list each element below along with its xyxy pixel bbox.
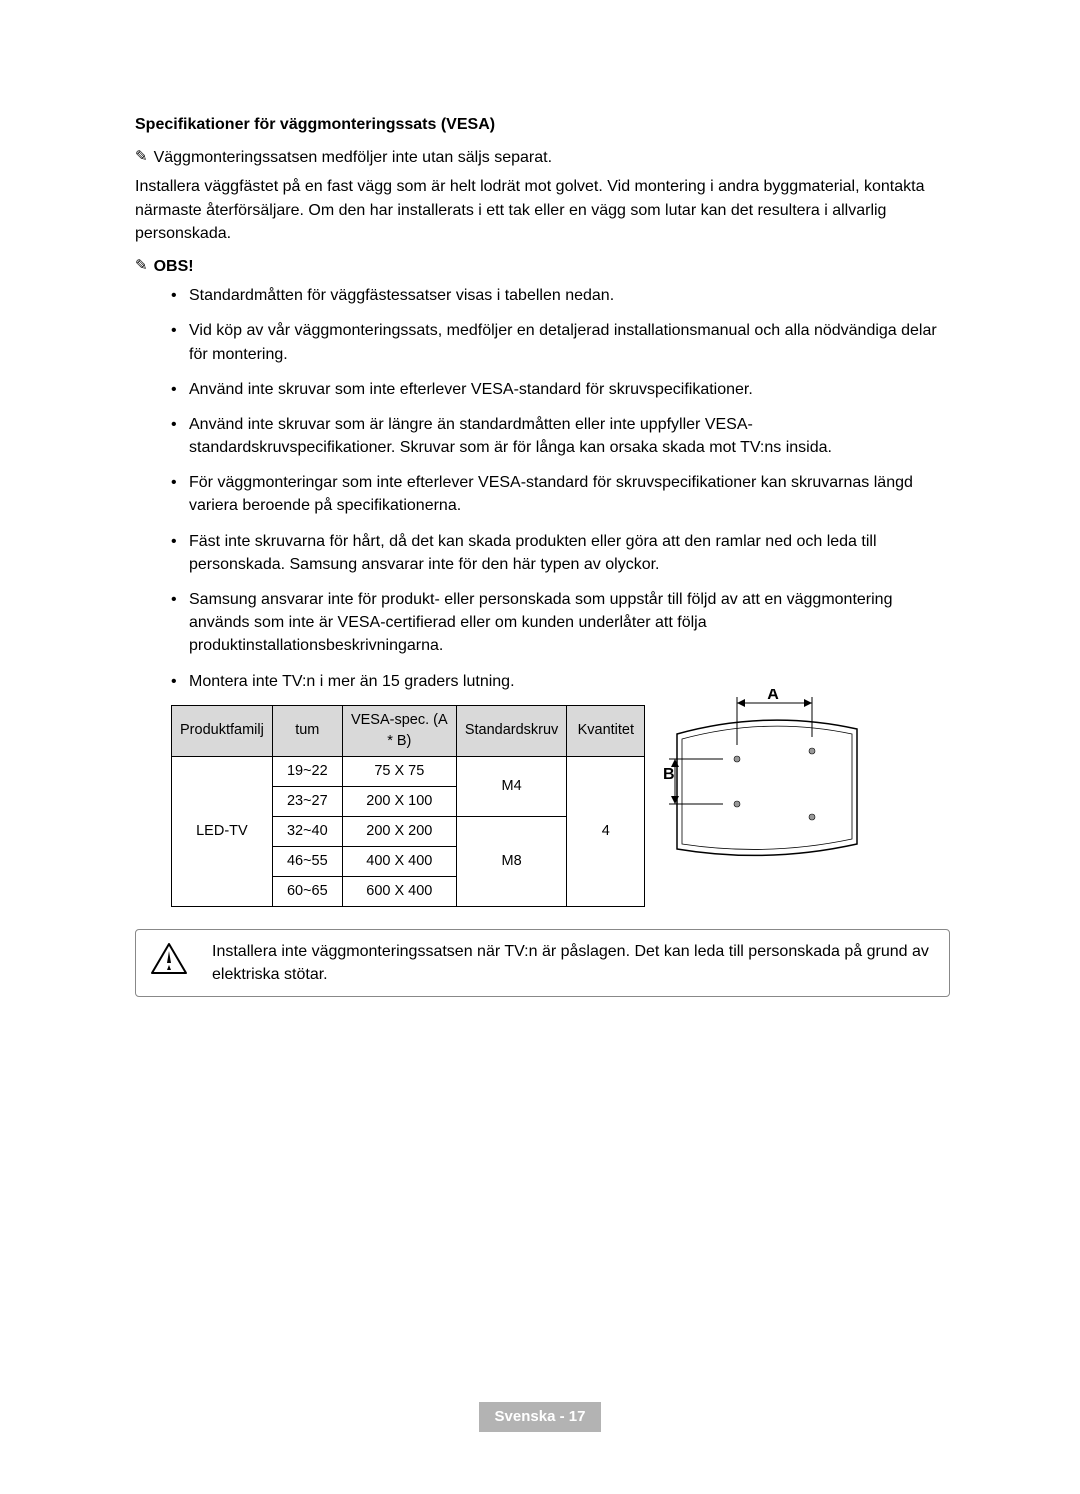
cell-screw-m8: M8	[456, 816, 567, 906]
cell-qty: 4	[567, 756, 645, 906]
note-icon: ✎	[135, 255, 148, 276]
note-text-1: Väggmonteringssatsen medföljer inte utan…	[154, 146, 552, 169]
bullet-item: Fäst inte skruvarna för hårt, då det kan…	[171, 530, 950, 576]
cell-screw-m4: M4	[456, 756, 567, 816]
cell-family: LED-TV	[172, 756, 273, 906]
bullet-item: Använd inte skruvar som är längre än sta…	[171, 413, 950, 459]
bullet-list: Standardmåtten för väggfästessatser visa…	[135, 284, 950, 693]
bullet-item: För väggmonteringar som inte efterlever …	[171, 471, 950, 517]
footer-sep: -	[555, 1408, 568, 1425]
th-qty: Kvantitet	[567, 705, 645, 756]
cell-vesa: 600 X 400	[342, 876, 456, 906]
bullet-item: Samsung ansvarar inte för produkt- eller…	[171, 588, 950, 658]
obs-line: ✎ OBS!	[135, 255, 950, 278]
th-family: Produktfamilj	[172, 705, 273, 756]
bullet-item: Använd inte skruvar som inte efterlever …	[171, 378, 950, 401]
th-screw: Standardskruv	[456, 705, 567, 756]
cell-inch: 32~40	[272, 816, 342, 846]
bullet-item: Montera inte TV:n i mer än 15 graders lu…	[171, 670, 950, 693]
warning-box: Installera inte väggmonteringssatsen när…	[135, 929, 950, 997]
page-footer: Svenska - 17	[0, 1402, 1080, 1432]
cell-vesa: 75 X 75	[342, 756, 456, 786]
cell-inch: 46~55	[272, 846, 342, 876]
cell-vesa: 400 X 400	[342, 846, 456, 876]
cell-vesa: 200 X 200	[342, 816, 456, 846]
section-title: Specifikationer för väggmonteringssats (…	[135, 113, 950, 136]
th-inch: tum	[272, 705, 342, 756]
note-icon: ✎	[135, 146, 148, 167]
cell-inch: 60~65	[272, 876, 342, 906]
footer-page: 17	[569, 1408, 586, 1425]
bullet-item: Standardmåtten för väggfästessatser visa…	[171, 284, 950, 307]
footer-lang: Svenska	[495, 1408, 556, 1425]
tv-diagram: A B	[657, 689, 877, 876]
th-vesa: VESA-spec. (A * B)	[342, 705, 456, 756]
obs-label: OBS!	[154, 255, 194, 278]
bullet-item: Vid köp av vår väggmonteringssats, medfö…	[171, 319, 950, 365]
warning-text: Installera inte väggmonteringssatsen när…	[212, 940, 935, 986]
cell-vesa: 200 X 100	[342, 786, 456, 816]
cell-inch: 23~27	[272, 786, 342, 816]
diagram-label-b: B	[663, 766, 675, 783]
note-line-1: ✎ Väggmonteringssatsen medföljer inte ut…	[135, 146, 950, 169]
warning-icon	[150, 942, 188, 983]
install-paragraph: Installera väggfästet på en fast vägg so…	[135, 175, 950, 245]
cell-inch: 19~22	[272, 756, 342, 786]
vesa-table: Produktfamilj tum VESA-spec. (A * B) Sta…	[171, 705, 645, 907]
